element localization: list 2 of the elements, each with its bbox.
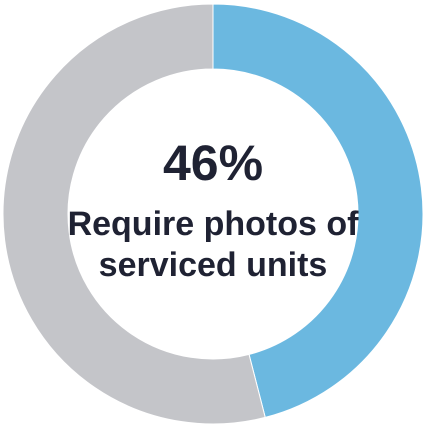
- text: 46%: [162, 135, 264, 191]
- text: Require photos of serviced units: [68, 205, 360, 284]
